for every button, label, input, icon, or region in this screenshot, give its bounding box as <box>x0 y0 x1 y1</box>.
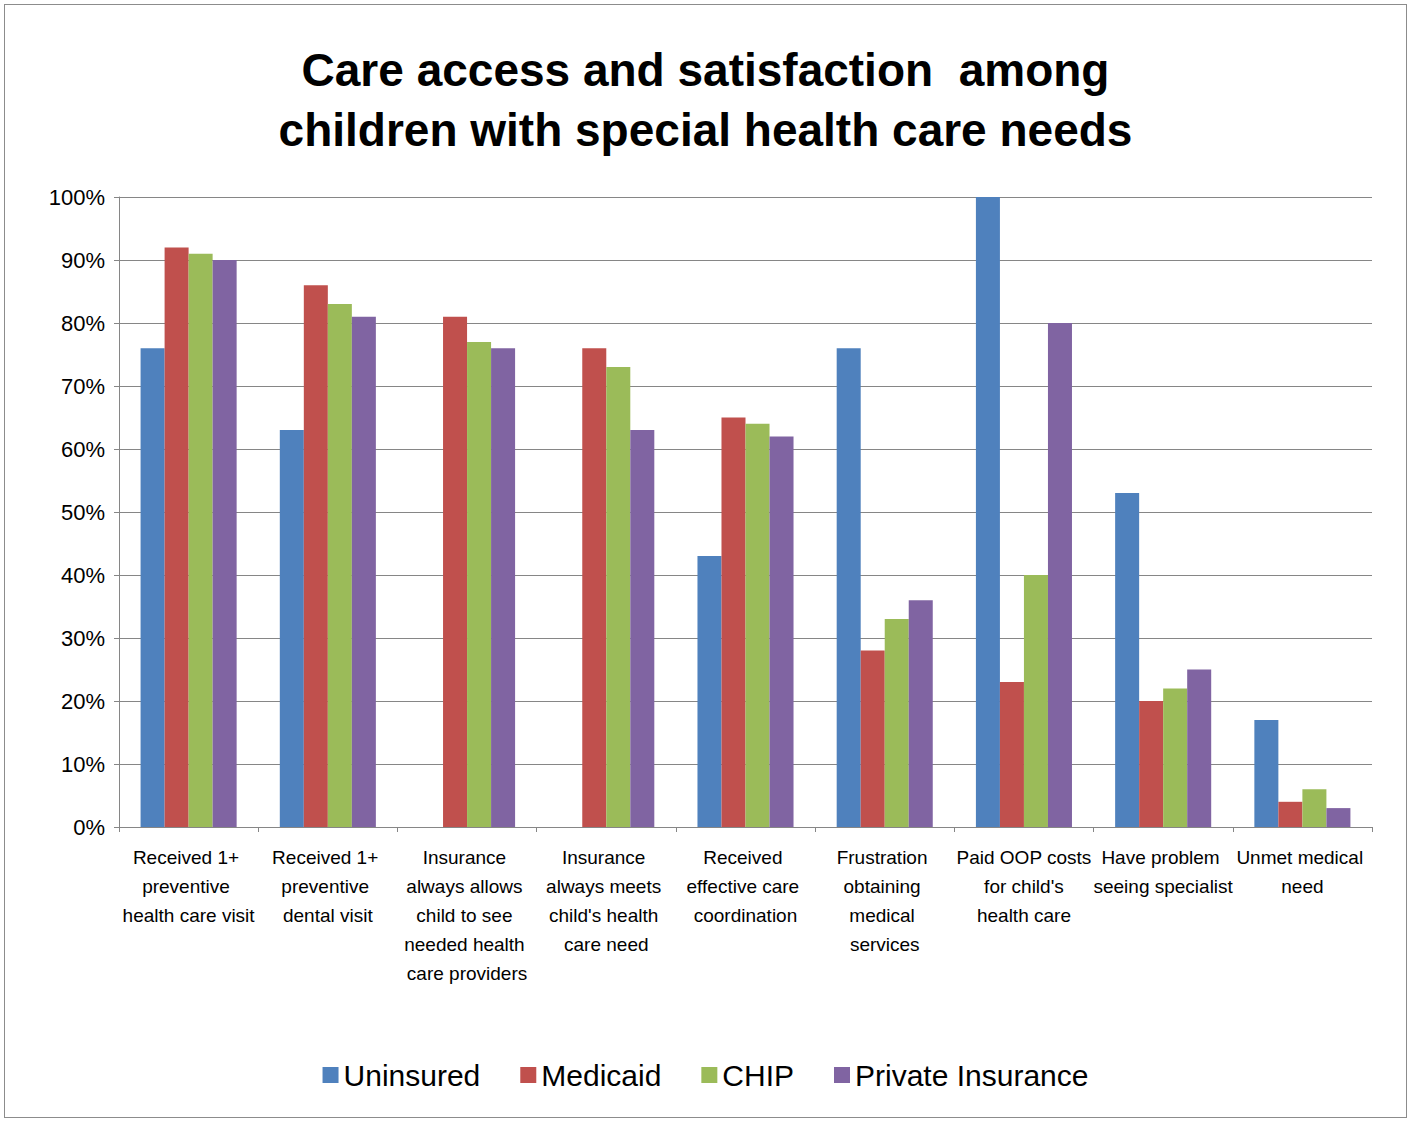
svg-text:Medicaid: Medicaid <box>541 1059 661 1092</box>
svg-text:Frustration: Frustration <box>837 847 933 868</box>
svg-text:Received 1+: Received 1+ <box>133 847 244 868</box>
svg-text:child to see: child to see <box>416 905 517 926</box>
svg-text:60%: 60% <box>61 437 105 462</box>
svg-text:Private Insurance: Private Insurance <box>855 1059 1088 1092</box>
svg-text:Paid OOP costs: Paid OOP costs <box>957 847 1092 868</box>
svg-text:care need: care need <box>564 934 649 955</box>
svg-text:70%: 70% <box>61 374 105 399</box>
svg-text:obtaining: obtaining <box>844 876 926 897</box>
svg-text:needed health: needed health <box>404 934 530 955</box>
svg-text:Uninsured: Uninsured <box>344 1059 481 1092</box>
svg-text:Have problem: Have problem <box>1101 847 1225 868</box>
svg-text:medical: medical <box>849 905 920 926</box>
svg-text:child's health: child's health <box>549 905 664 926</box>
svg-text:90%: 90% <box>61 248 105 273</box>
svg-text:100%: 100% <box>49 185 105 210</box>
svg-text:preventive: preventive <box>281 876 374 897</box>
svg-text:Received 1+: Received 1+ <box>272 847 383 868</box>
svg-text:children with special health c: children with special health care needs <box>279 104 1133 156</box>
svg-text:0%: 0% <box>73 815 105 840</box>
svg-text:health care: health care <box>977 905 1071 926</box>
svg-text:seeing specialist: seeing specialist <box>1093 876 1233 897</box>
svg-text:30%: 30% <box>61 626 105 651</box>
svg-text:care providers: care providers <box>407 963 527 984</box>
svg-text:50%: 50% <box>61 500 105 525</box>
svg-text:40%: 40% <box>61 563 105 588</box>
svg-text:services: services <box>850 934 920 955</box>
svg-text:dental visit: dental visit <box>283 905 373 926</box>
svg-text:always meets: always meets <box>546 876 666 897</box>
svg-text:Insurance: Insurance <box>562 847 651 868</box>
svg-text:coordination: coordination <box>694 905 798 926</box>
svg-text:Care access and satisfaction: Care access and satisfaction among <box>302 44 1110 96</box>
svg-text:always allows: always allows <box>406 876 527 897</box>
svg-text:preventive: preventive <box>142 876 235 897</box>
svg-text:10%: 10% <box>61 752 105 777</box>
svg-text:CHIP: CHIP <box>722 1059 794 1092</box>
svg-text:80%: 80% <box>61 311 105 336</box>
svg-text:health care visit: health care visit <box>123 905 256 926</box>
svg-text:Received: Received <box>703 847 788 868</box>
svg-text:need: need <box>1281 876 1323 897</box>
svg-text:for child's: for child's <box>979 876 1069 897</box>
svg-text:Unmet medical: Unmet medical <box>1236 847 1368 868</box>
svg-text:Insurance: Insurance <box>423 847 512 868</box>
svg-text:effective care: effective care <box>687 876 805 897</box>
svg-text:20%: 20% <box>61 689 105 714</box>
